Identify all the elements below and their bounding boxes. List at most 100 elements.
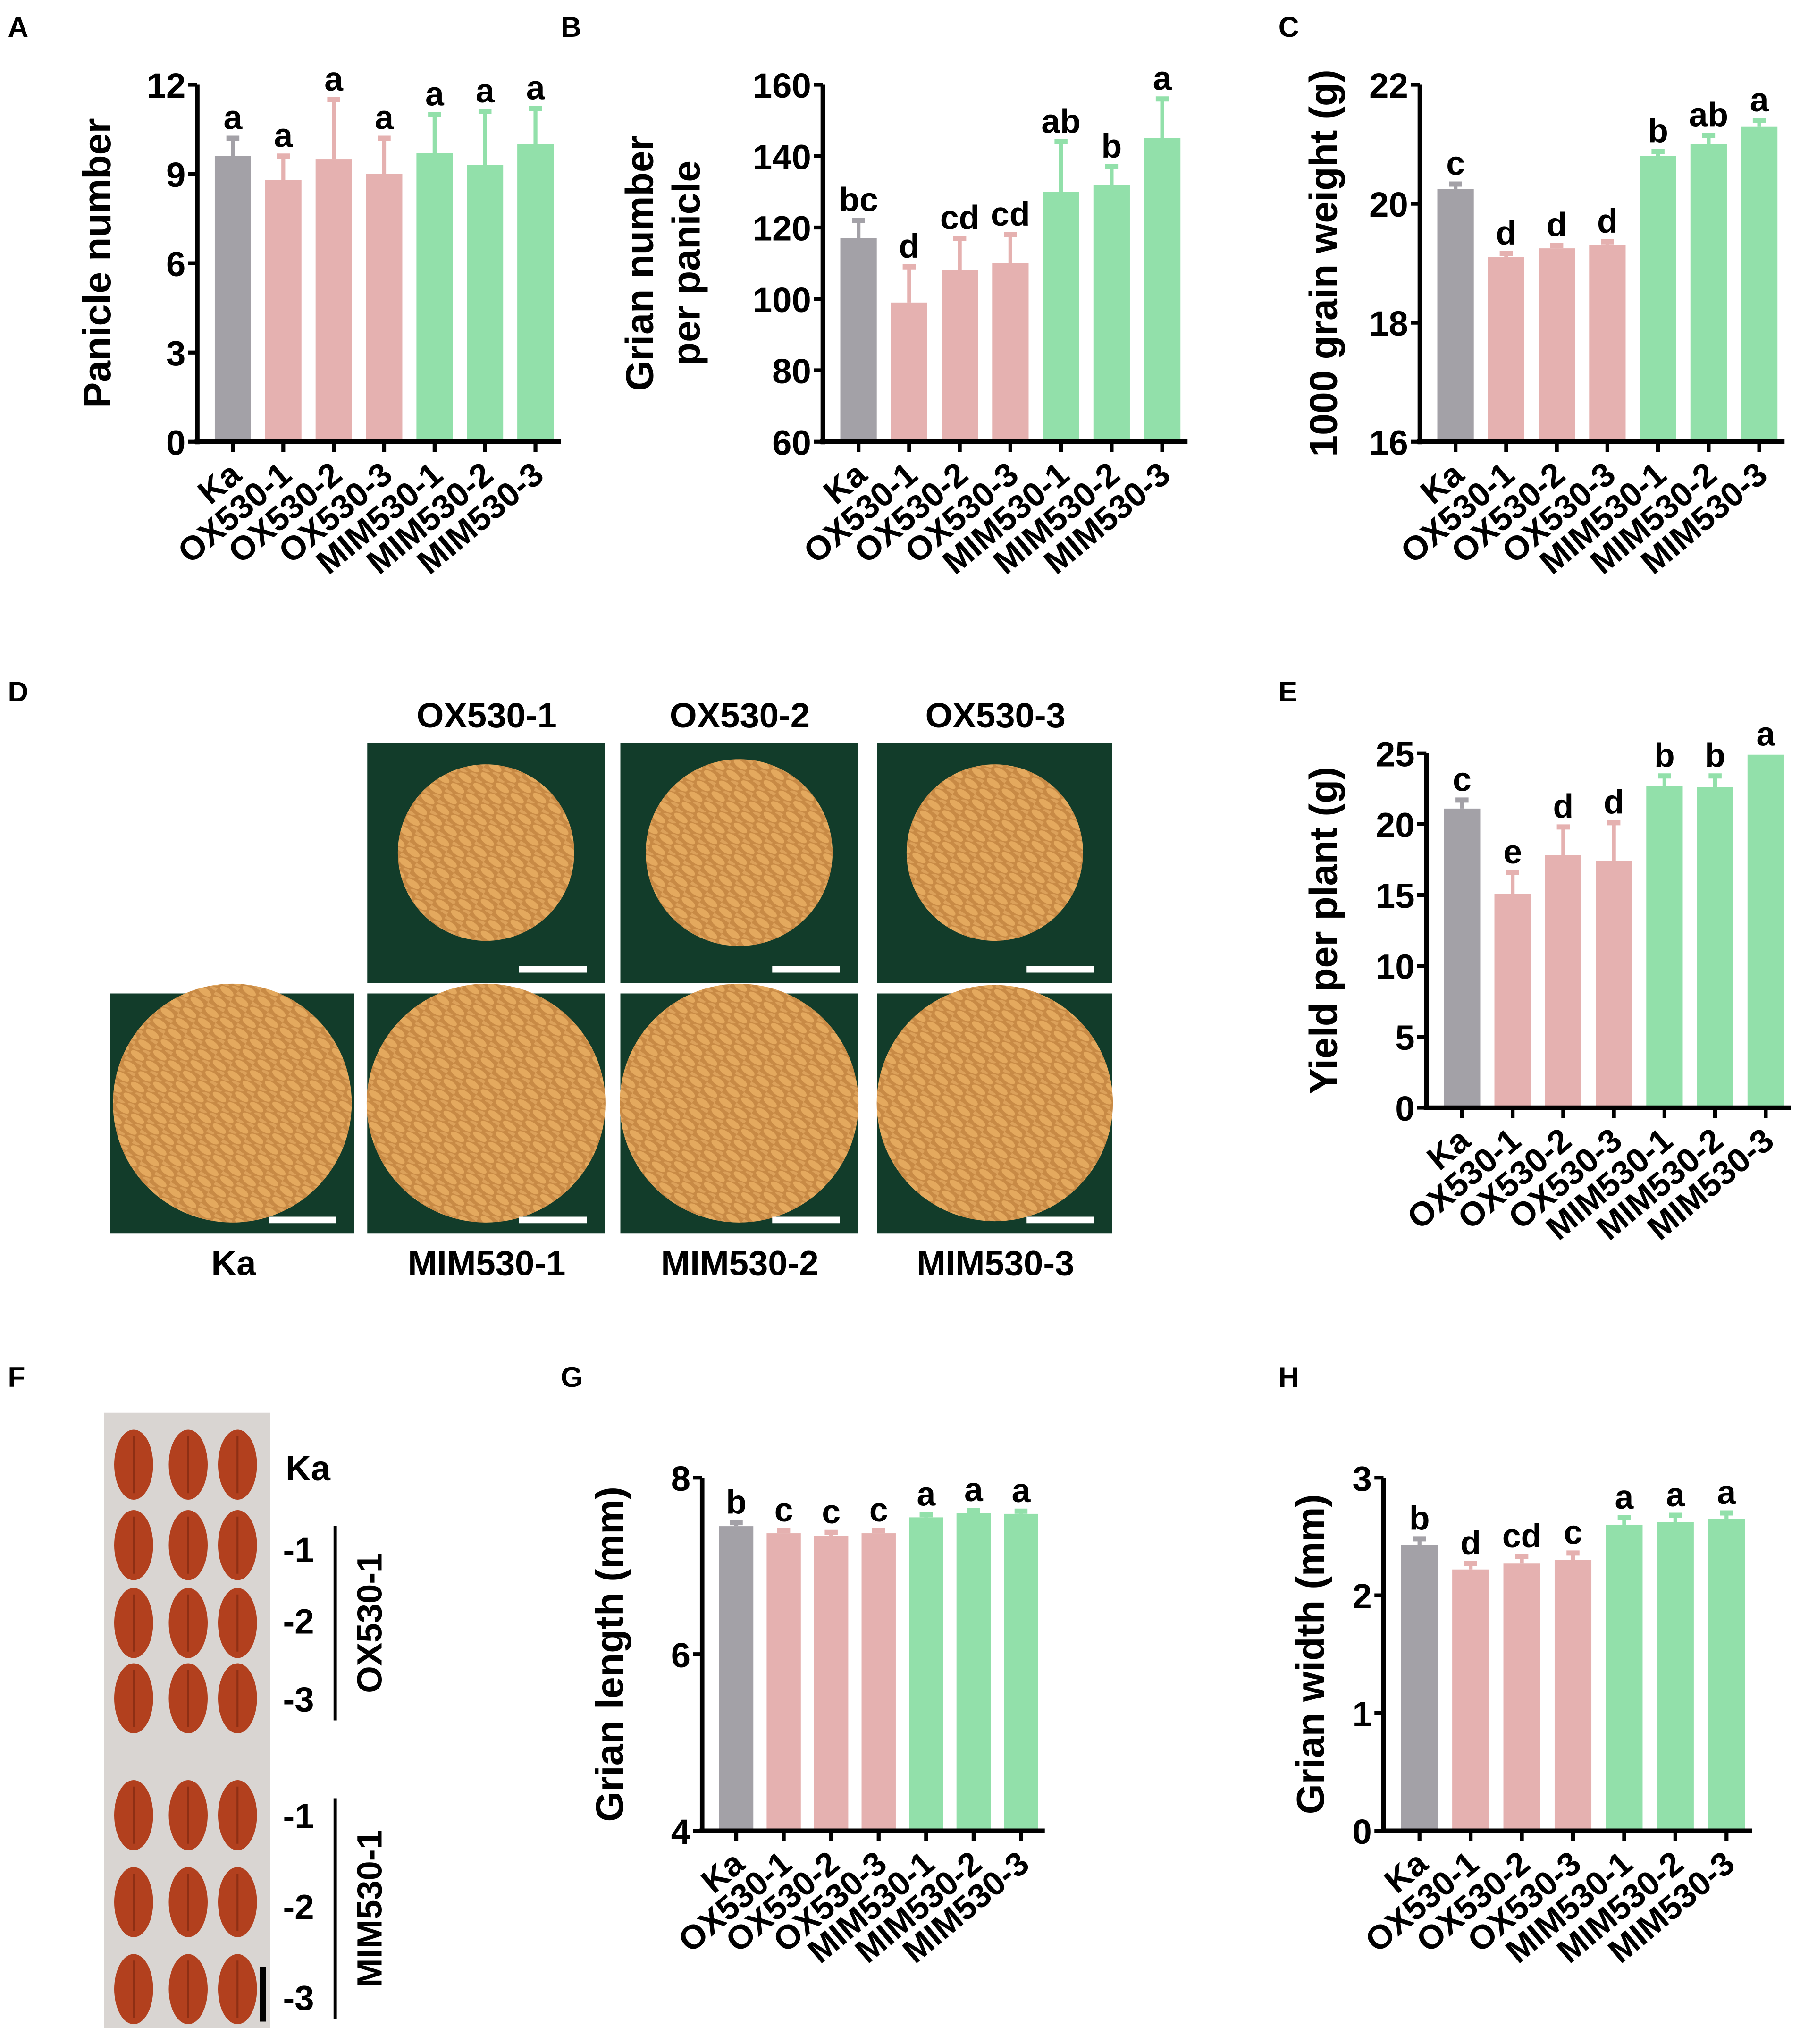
bar (956, 1513, 991, 1831)
grain-pile (906, 764, 1083, 941)
y-tick-label: 160 (753, 66, 811, 105)
significance-label: ab (1689, 96, 1728, 134)
scale-bar (772, 1216, 840, 1224)
significance-label: a (1615, 1478, 1634, 1516)
label-mim530-3: MIM530-3 (917, 1243, 1074, 1283)
significance-label: b (1102, 127, 1122, 165)
significance-label: a (224, 99, 243, 137)
bar (467, 165, 504, 442)
significance-label: cd (940, 199, 979, 236)
bar (416, 153, 453, 442)
scale-bar (269, 1216, 336, 1224)
y-tick-label: 0 (1395, 1089, 1414, 1128)
y-tick-label: 100 (753, 280, 811, 320)
panel-letter-g: G (561, 1361, 583, 1393)
y-tick-label: 120 (753, 209, 811, 248)
bar (840, 238, 877, 442)
grain-photo (110, 983, 354, 1234)
significance-label: c (774, 1491, 793, 1529)
significance-label: a (425, 75, 445, 113)
grain-photo (877, 743, 1112, 983)
y-tick-label: 3 (166, 334, 185, 373)
significance-label: e (1503, 833, 1522, 871)
significance-label: d (1597, 203, 1618, 240)
bar (1589, 245, 1626, 442)
y-tick-label: 9 (166, 155, 185, 194)
y-axis-title: Grian width (mm) (1289, 1494, 1332, 1814)
bar (1401, 1545, 1438, 1831)
scale-bar (519, 966, 587, 973)
significance-label: bc (839, 181, 878, 219)
significance-label: d (899, 228, 920, 265)
grain-photo (367, 743, 605, 983)
label-ox530-3: OX530-3 (925, 696, 1066, 735)
grain-photo (620, 743, 858, 983)
y-axis-title-line2: per panicle (665, 160, 708, 366)
bar (1640, 156, 1676, 442)
bar (1708, 1519, 1745, 1831)
significance-label: ab (1041, 102, 1080, 140)
scale-bar (519, 1216, 587, 1224)
significance-label: b (1705, 737, 1725, 775)
significance-label: a (1756, 716, 1775, 753)
y-axis-title: Grian number (618, 135, 661, 391)
panel-letter-b: B (561, 11, 581, 43)
chart-h: bKadOX530-1cdOX530-2cOX530-3aMIM530-1aMI… (1289, 1459, 1752, 1970)
bar (517, 144, 554, 442)
bar (1657, 1522, 1694, 1831)
y-tick-label: 20 (1369, 185, 1408, 224)
y-tick-label: 60 (772, 423, 811, 462)
label-mim530-2: MIM530-2 (661, 1243, 818, 1283)
y-axis-title: Grian length (mm) (588, 1487, 631, 1822)
bar (1690, 144, 1727, 442)
significance-label: a (1012, 1472, 1031, 1510)
chart-e: cKaeOX530-1dOX530-2dOX530-3bMIM530-1bMIM… (1302, 716, 1791, 1248)
significance-label: a (1717, 1474, 1736, 1512)
y-axis-title: 1000 grain weight (g) (1302, 69, 1346, 457)
y-tick-label: 4 (671, 1812, 690, 1851)
significance-label: a (274, 117, 293, 155)
bar (992, 263, 1029, 442)
scale-bar (1026, 966, 1094, 973)
label-ox-1: -1 (283, 1530, 314, 1570)
bar (1697, 787, 1733, 1108)
significance-label: c (1446, 145, 1465, 183)
bar (214, 156, 251, 442)
bar (1554, 1560, 1592, 1831)
significance-label: d (1604, 784, 1624, 821)
label-ka: Ka (211, 1243, 257, 1283)
y-tick-label: 20 (1376, 805, 1415, 845)
y-tick-label: 12 (147, 66, 186, 105)
significance-label: a (1153, 60, 1172, 98)
y-axis-title: Panicle number (76, 118, 119, 408)
bar (1503, 1563, 1540, 1831)
label-ox-3: -3 (283, 1680, 314, 1719)
y-tick-label: 80 (772, 352, 811, 391)
label-mim-1: -1 (283, 1797, 314, 1836)
y-tick-label: 1 (1352, 1694, 1371, 1733)
label-ox530-1: OX530-1 (417, 696, 557, 735)
bar (265, 180, 302, 442)
significance-label: c (1564, 1514, 1582, 1552)
grain-pile (113, 983, 352, 1223)
bar (1444, 808, 1481, 1108)
significance-label: a (324, 60, 344, 98)
chart-a: aKaaOX530-1aOX530-2aOX530-3aMIM530-1aMIM… (76, 60, 561, 582)
grain-pile (366, 983, 606, 1223)
significance-label: a (917, 1476, 936, 1513)
scale-bar (772, 966, 840, 973)
bar (1043, 192, 1079, 442)
chart-g: bKacOX530-1cOX530-2cOX530-3aMIM530-1aMIM… (588, 1459, 1045, 1970)
significance-label: d (1496, 214, 1517, 252)
panel-f-seed-image: Ka -1 -2 -3 -1 -2 -3 OX530-1 MIM530-1 (104, 1412, 389, 2028)
scale-bar (260, 1967, 266, 2022)
y-tick-label: 2 (1352, 1577, 1371, 1616)
significance-label: cd (991, 195, 1030, 233)
grain-pile (876, 985, 1113, 1222)
significance-label: d (1460, 1524, 1481, 1562)
bar (1437, 189, 1474, 442)
y-tick-label: 25 (1376, 735, 1415, 774)
label-ka: Ka (286, 1449, 331, 1488)
panel-letter-f: F (8, 1361, 25, 1393)
bar (814, 1536, 849, 1831)
